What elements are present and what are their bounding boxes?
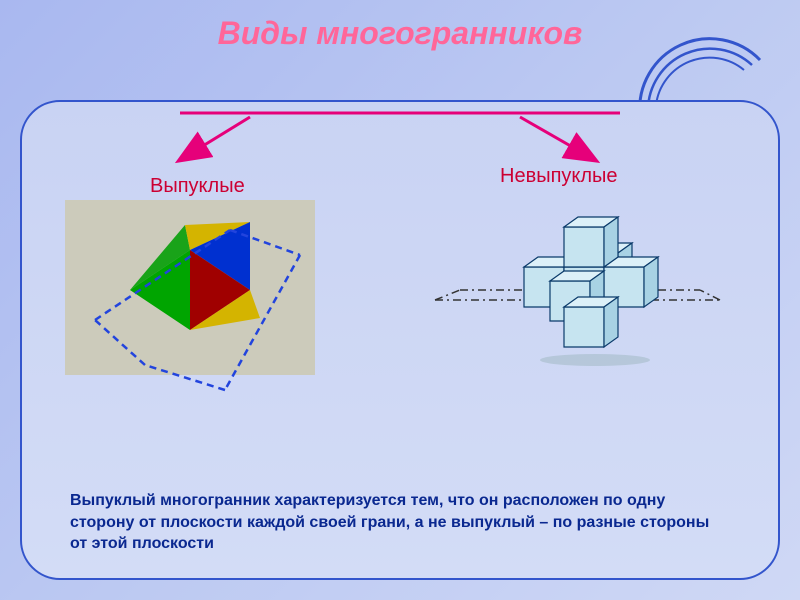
nonconvex-diagram bbox=[420, 195, 740, 385]
label-nonconvex: Невыпуклые bbox=[500, 165, 618, 188]
convex-diagram bbox=[65, 190, 325, 410]
slide-background: Виды многогранников Выпуклые Невыпуклые bbox=[0, 0, 800, 600]
description-text: Выпуклый многогранник характеризуется те… bbox=[70, 490, 730, 555]
